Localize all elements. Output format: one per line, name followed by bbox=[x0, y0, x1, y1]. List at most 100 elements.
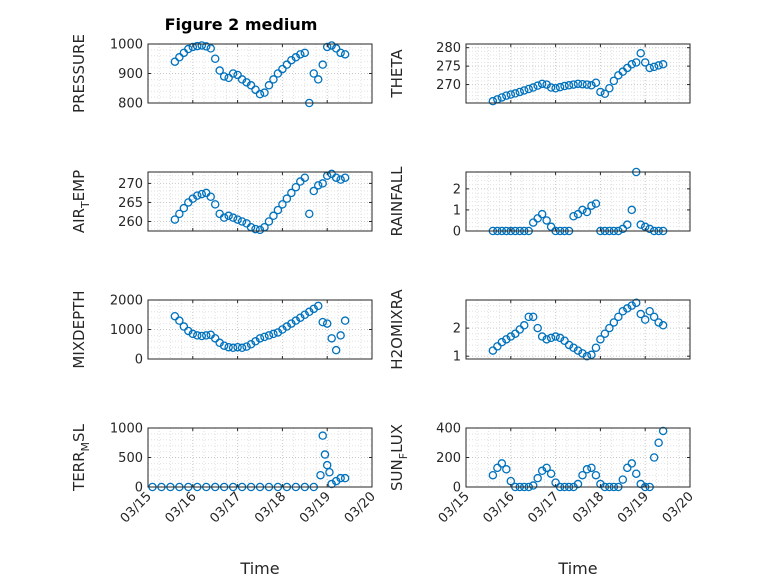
y-tick-label: 260 bbox=[118, 215, 143, 230]
data-point bbox=[542, 463, 551, 473]
y-axis-label-suffix: EMP bbox=[70, 170, 88, 201]
data-point bbox=[658, 60, 668, 69]
y-tick-label: 2 bbox=[453, 182, 461, 197]
data-point bbox=[502, 465, 511, 474]
data-point bbox=[300, 173, 310, 182]
data-point bbox=[224, 211, 233, 221]
data-point bbox=[488, 346, 498, 355]
data-point bbox=[569, 80, 578, 89]
data-point bbox=[587, 350, 596, 360]
data-point bbox=[546, 222, 556, 232]
axes-box bbox=[465, 171, 691, 232]
y-axis-label: PRESSURE bbox=[70, 34, 88, 113]
data-point bbox=[219, 341, 229, 350]
data-point bbox=[506, 90, 516, 99]
data-point bbox=[497, 459, 507, 468]
panel-h2omixra: 1 2 H2OMIXRA bbox=[388, 289, 691, 370]
data-point bbox=[206, 44, 215, 53]
axes-box bbox=[147, 171, 373, 232]
data-point bbox=[623, 220, 632, 229]
y-tick-label: 280 bbox=[436, 41, 461, 56]
data-point bbox=[578, 205, 587, 215]
y-tick-label: 0 bbox=[453, 481, 461, 496]
data-point bbox=[313, 75, 323, 84]
y-axis-label: RAINFALL bbox=[388, 166, 406, 237]
data-point bbox=[224, 73, 233, 83]
data-point bbox=[569, 211, 578, 221]
data-point bbox=[569, 343, 578, 353]
data-point bbox=[340, 316, 350, 325]
y-tick-label: 275 bbox=[436, 60, 461, 75]
data-point bbox=[528, 218, 538, 227]
data-point bbox=[233, 215, 242, 224]
data-point bbox=[645, 63, 654, 73]
data-point bbox=[497, 337, 507, 347]
data-point bbox=[654, 318, 663, 327]
data-point bbox=[325, 467, 334, 477]
data-point bbox=[175, 209, 184, 219]
y-tick-label: 270 bbox=[436, 78, 461, 93]
data-point bbox=[623, 463, 632, 473]
data-point bbox=[582, 80, 592, 89]
data-point bbox=[228, 69, 238, 78]
data-point bbox=[578, 470, 587, 480]
data-point bbox=[336, 48, 345, 58]
data-point bbox=[264, 331, 274, 340]
data-point bbox=[340, 473, 350, 483]
data-point bbox=[506, 332, 516, 341]
x-axis-label: Time bbox=[239, 559, 279, 578]
data-point bbox=[614, 312, 623, 322]
data-point bbox=[282, 60, 292, 69]
data-point bbox=[488, 470, 498, 480]
y-tick-label: 1 bbox=[453, 350, 461, 365]
y-axis-label-main: SUN bbox=[388, 459, 406, 491]
data-point bbox=[645, 306, 654, 316]
data-point bbox=[201, 331, 211, 340]
data-point bbox=[269, 329, 278, 339]
data-point bbox=[287, 188, 296, 198]
data-point bbox=[560, 81, 569, 91]
data-point bbox=[591, 78, 601, 87]
y-axis-label-main: THETA bbox=[388, 49, 406, 99]
panel-pressure: 800 900 1000 PRESSURE bbox=[70, 34, 373, 113]
data-point bbox=[555, 333, 565, 343]
data-point bbox=[640, 58, 650, 67]
data-point bbox=[193, 41, 202, 51]
data-point bbox=[542, 216, 551, 225]
y-axis-label-subscript: F bbox=[397, 453, 410, 459]
y-axis-label-suffix: SL bbox=[70, 423, 88, 442]
data-point bbox=[184, 44, 193, 54]
data-point bbox=[533, 323, 542, 333]
data-point bbox=[313, 181, 323, 190]
data-point bbox=[627, 459, 637, 468]
data-point bbox=[228, 343, 238, 353]
data-point bbox=[305, 209, 314, 219]
data-point bbox=[219, 213, 229, 222]
data-point bbox=[636, 48, 645, 58]
y-axis-label: THETA bbox=[388, 49, 406, 99]
data-point bbox=[255, 225, 265, 235]
data-point bbox=[233, 70, 242, 80]
data-point bbox=[502, 335, 511, 344]
data-point bbox=[322, 42, 332, 52]
y-tick-label: 500 bbox=[118, 451, 143, 466]
data-point bbox=[631, 58, 641, 67]
data-point bbox=[600, 89, 610, 99]
data-point bbox=[327, 334, 336, 343]
data-point bbox=[546, 333, 556, 343]
data-point bbox=[524, 84, 533, 94]
data-point bbox=[316, 470, 325, 480]
data-point bbox=[197, 41, 207, 50]
data-point bbox=[224, 342, 233, 352]
data-point bbox=[210, 200, 220, 209]
data-point bbox=[596, 335, 605, 344]
y-tick-label: 2 bbox=[453, 322, 461, 337]
data-point bbox=[649, 62, 659, 72]
data-point bbox=[627, 205, 637, 215]
y-tick-label: 1000 bbox=[110, 422, 143, 437]
data-point bbox=[645, 224, 654, 234]
data-point bbox=[533, 473, 542, 483]
data-point bbox=[201, 42, 211, 51]
data-point bbox=[309, 69, 319, 78]
data-point bbox=[511, 89, 520, 98]
